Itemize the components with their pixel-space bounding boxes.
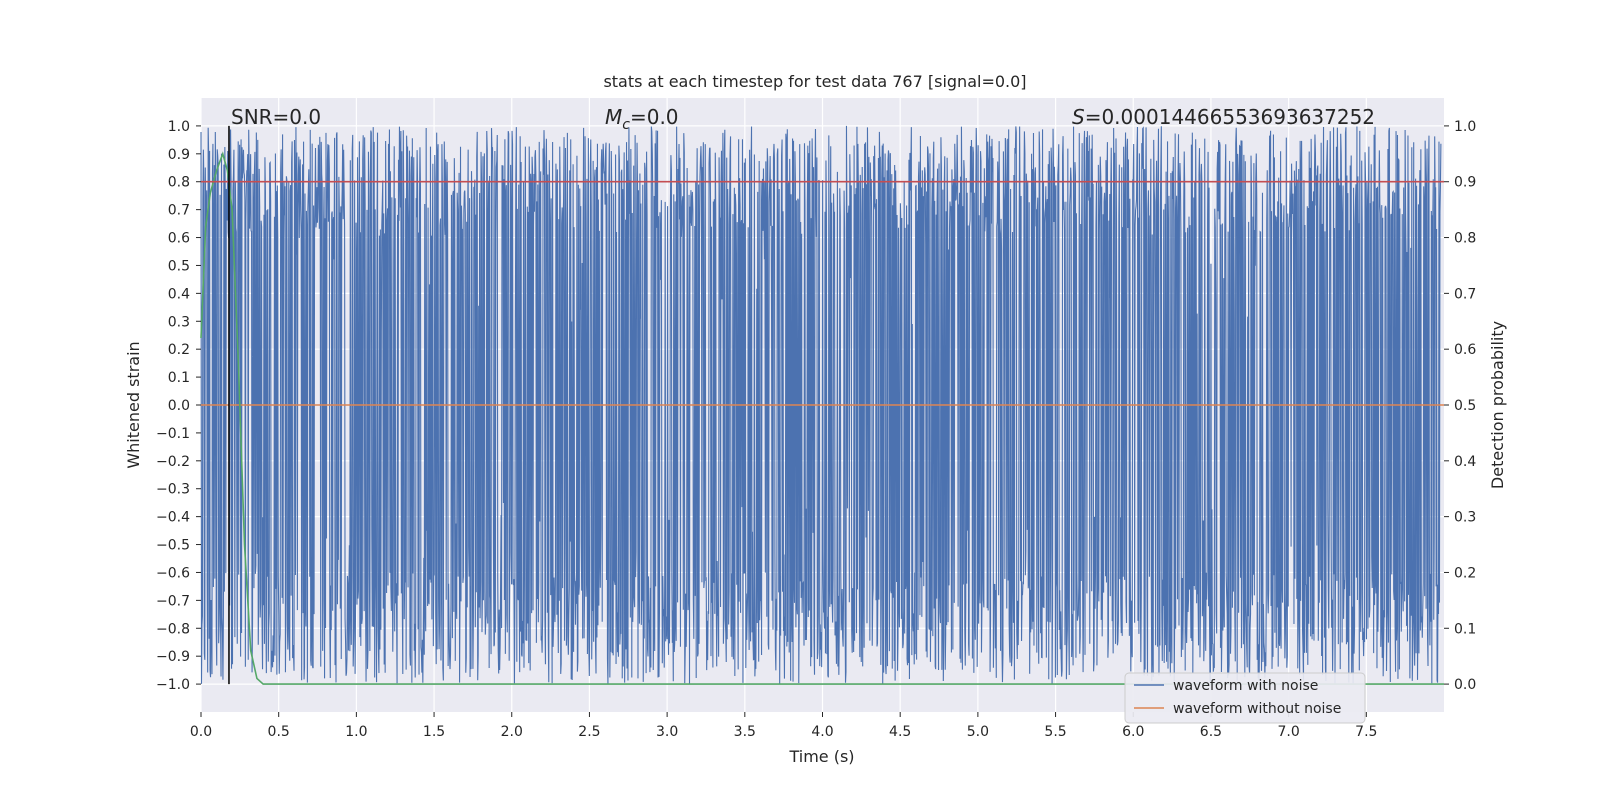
y-right-tick-label-2: 0.8 [1454,231,1476,247]
y-left-tick-label-2: 0.8 [168,175,190,191]
y-left-tick-label-8: 0.2 [168,342,190,358]
mc-annotation: Mc=0.0 [605,105,679,133]
x-tick-label-3: 1.5 [423,724,445,740]
y-right-tick-label-10: 0.0 [1454,677,1476,693]
legend-box [1124,672,1366,724]
x-tick-label-11: 5.5 [1044,724,1066,740]
x-tick-label-8: 4.0 [811,724,833,740]
y-left-tick-label-16: −0.6 [156,565,190,581]
x-tick-label-4: 2.0 [501,724,523,740]
y-right-tick-label-3: 0.7 [1454,286,1476,302]
legend-label-clean: waveform without noise [1173,701,1341,717]
mc-subscript: c [622,117,630,133]
y-right-tick-label-8: 0.2 [1454,565,1476,581]
legend-label-noise: waveform with noise [1173,678,1318,694]
legend: waveform with noise waveform without noi… [1124,672,1366,724]
y-left-tick-label-5: 0.5 [168,258,190,274]
y-right-tick-label-7: 0.3 [1454,510,1476,526]
x-tick-label-5: 2.5 [578,724,600,740]
x-tick-label-1: 0.5 [268,724,290,740]
x-tick-label-15: 7.5 [1355,724,1377,740]
y-left-tick-label-17: −0.7 [156,593,190,609]
x-axis-label: Time (s) [788,747,854,766]
x-tick-label-10: 5.0 [967,724,989,740]
y-left-tick-label-18: −0.8 [156,621,190,637]
y-right-tick-label-9: 0.1 [1454,621,1476,637]
y-right-tick-label-0: 1.0 [1454,119,1476,135]
y-left-tick-label-10: 0.0 [168,398,190,414]
y-right-tick-label-5: 0.5 [1454,398,1476,414]
noise-waveform-path [200,125,1442,685]
series-line-2 [200,151,1444,685]
chart-title: stats at each timestep for test data 767… [603,72,1026,91]
y-ticks-left: 1.0 0.9 0.8 0.7 0.6 0.5 0.4 0.3 0.2 0.1 0.0 −0.1 −0.… [156,119,201,693]
y-left-tick-label-1: 0.9 [168,147,190,163]
y-left-tick-label-9: 0.1 [168,370,190,386]
x-tick-label-2: 1.0 [345,724,367,740]
y-left-tick-label-3: 0.7 [168,203,190,219]
y-left-tick-label-4: 0.6 [168,231,190,247]
y-left-tick-label-19: −0.9 [156,649,190,665]
x-tick-label-13: 6.5 [1200,724,1222,740]
x-tick-label-6: 3.0 [656,724,678,740]
y-right-tick-label-1: 0.9 [1454,175,1476,191]
y-left-tick-label-6: 0.4 [168,286,190,302]
mc-value: =0.0 [630,105,679,129]
y-left-tick-label-15: −0.5 [156,538,190,554]
y-left-tick-label-11: −0.1 [156,426,190,442]
y-left-tick-label-12: −0.2 [156,454,190,470]
y-right-tick-label-6: 0.4 [1454,454,1476,470]
series-lines [200,151,1444,685]
y-ticks-right: 1.0 0.9 0.8 0.7 0.6 0.5 0.4 0.3 0.2 0.1 0.0 [1444,119,1476,693]
snr-annotation: SNR=0.0 [231,105,321,129]
x-tick-label-7: 3.5 [734,724,756,740]
y-axis-label-left: Whitened strain [124,341,143,468]
y-left-tick-label-20: −1.0 [156,677,190,693]
x-tick-label-14: 7.0 [1277,724,1299,740]
y-left-tick-label-13: −0.3 [156,482,190,498]
s-annotation: S=0.00014466553693637252 [1072,105,1375,129]
y-axis-label-right: Detection probability [1488,321,1507,489]
y-left-tick-label-7: 0.3 [168,314,190,330]
series-waveform-with-noise [200,125,1442,685]
x-tick-label-0: 0.0 [190,724,212,740]
s-value: =0.00014466553693637252 [1085,105,1375,129]
x-ticks: 0.0 0.5 1.0 1.5 2.0 2.5 3.0 3.5 4.0 4.5 5.0 5.5 6.0 6… [190,712,1377,740]
y-right-tick-label-4: 0.6 [1454,342,1476,358]
x-tick-label-9: 4.5 [889,724,911,740]
mc-symbol: M [605,105,622,129]
y-left-tick-label-0: 1.0 [168,119,190,135]
s-symbol: S [1072,105,1085,129]
y-left-tick-label-14: −0.4 [156,510,190,526]
x-tick-label-12: 6.0 [1122,724,1144,740]
